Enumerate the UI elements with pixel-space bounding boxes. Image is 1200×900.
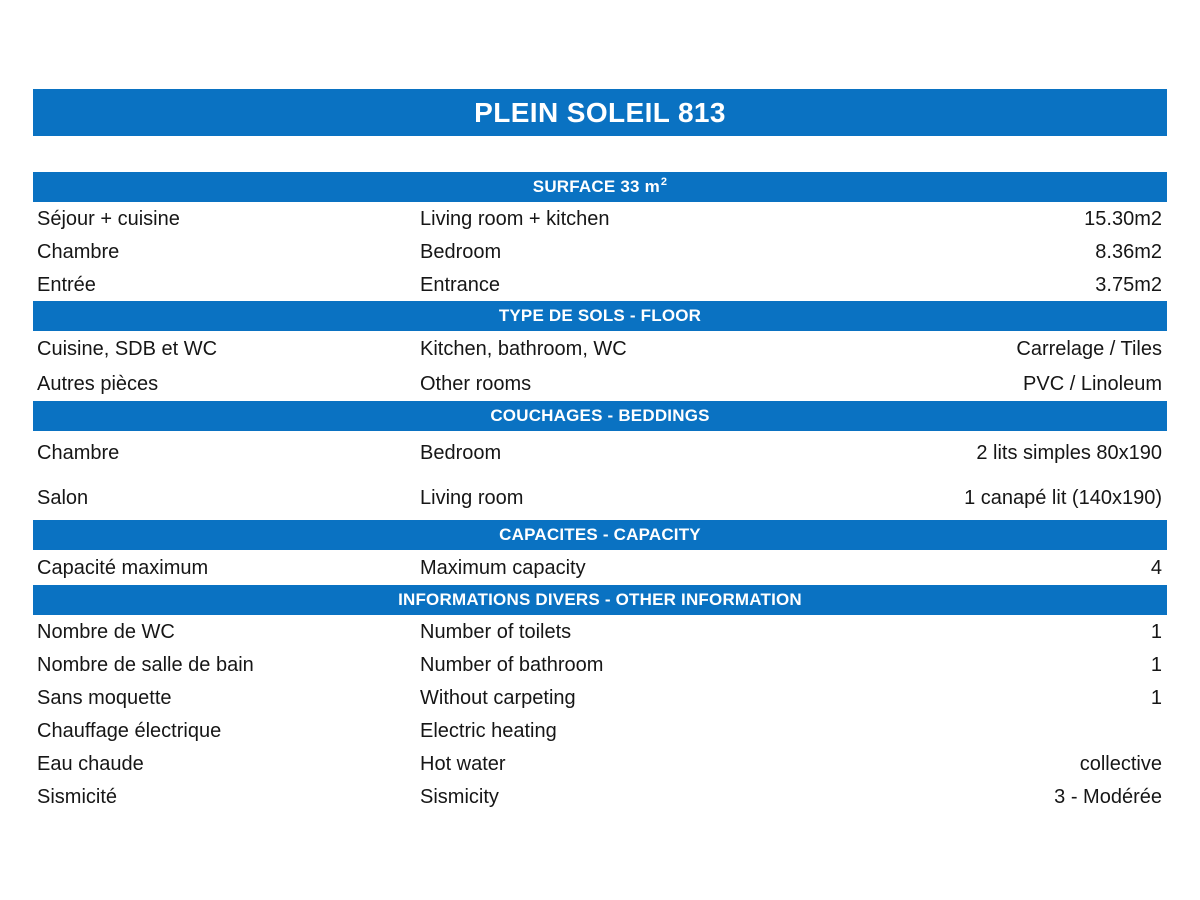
row-label-english: Electric heating <box>420 719 557 742</box>
property-title: PLEIN SOLEIL 813 <box>474 96 726 128</box>
property-title-bar: PLEIN SOLEIL 813 <box>33 89 1167 136</box>
row-value: 4 <box>1150 556 1162 579</box>
row-label-english: Hot water <box>420 752 506 775</box>
info-table: PLEIN SOLEIL 813 SURFACE 33 m2 Séjour + … <box>33 89 1167 813</box>
row-label-french: Autres pièces <box>37 372 159 395</box>
info-section: TYPE DE SOLS - FLOOR Cuisine, SDB et WC … <box>33 301 1167 401</box>
row-label-french: Sans moquette <box>37 686 172 709</box>
section-header-label: TYPE DE SOLS - FLOOR <box>498 306 702 325</box>
row-value: 1 <box>1150 620 1162 643</box>
section-header-label: INFORMATIONS DIVERS - OTHER INFORMATION <box>398 590 802 609</box>
row-label-french: Eau chaude <box>37 752 144 775</box>
table-row: Entrée Entrance 3.75m2 <box>33 268 1167 301</box>
row-label-french: Chambre <box>37 240 120 263</box>
row-label-french: Sismicité <box>37 785 118 808</box>
row-label-english: Entrance <box>420 273 501 296</box>
section-header-bar: CAPACITES - CAPACITY <box>33 520 1167 550</box>
section-header-bar: INFORMATIONS DIVERS - OTHER INFORMATION <box>33 585 1167 615</box>
row-label-french: Séjour + cuisine <box>37 207 180 230</box>
row-value: 1 <box>1150 686 1162 709</box>
table-row: Sans moquette Without carpeting 1 <box>33 681 1167 714</box>
row-label-english: Living room + kitchen <box>420 207 610 230</box>
table-row: Autres pièces Other rooms PVC / Linoleum <box>33 366 1167 401</box>
row-label-french: Cuisine, SDB et WC <box>37 337 218 360</box>
table-row: Séjour + cuisine Living room + kitchen 1… <box>33 202 1167 235</box>
row-value: 1 canapé lit (140x190) <box>964 486 1162 509</box>
table-row: Chambre Bedroom 8.36m2 <box>33 235 1167 268</box>
table-row: Nombre de WC Number of toilets 1 <box>33 615 1167 648</box>
table-row: Chambre Bedroom 2 lits simples 80x190 <box>33 431 1167 476</box>
table-row: Chauffage électrique Electric heating <box>33 714 1167 747</box>
row-value: collective <box>1079 752 1162 775</box>
row-label-english: Kitchen, bathroom, WC <box>420 337 627 360</box>
row-label-english: Living room <box>420 486 524 509</box>
row-label-english: Bedroom <box>420 442 502 465</box>
section-header-bar: COUCHAGES - BEDDINGS <box>33 401 1167 431</box>
row-value: 2 lits simples 80x190 <box>976 442 1162 465</box>
row-value: 15.30m2 <box>1084 207 1162 230</box>
table-row: Salon Living room 1 canapé lit (140x190) <box>33 476 1167 521</box>
row-label-english: Without carpeting <box>420 686 576 709</box>
row-value: Carrelage / Tiles <box>1016 337 1162 360</box>
section-header-label: COUCHAGES - BEDDINGS <box>490 406 710 425</box>
row-label-english: Bedroom <box>420 240 502 263</box>
row-value: 3 - Modérée <box>1054 785 1162 808</box>
row-label-french: Nombre de WC <box>37 620 175 643</box>
section-header-label: CAPACITES - CAPACITY <box>499 525 701 544</box>
info-section: COUCHAGES - BEDDINGS Chambre Bedroom 2 l… <box>33 401 1167 520</box>
row-label-french: Salon <box>37 486 89 509</box>
row-value: 1 <box>1150 653 1162 676</box>
info-section: INFORMATIONS DIVERS - OTHER INFORMATION … <box>33 585 1167 813</box>
row-value: PVC / Linoleum <box>1023 372 1162 395</box>
row-label-english: Number of bathroom <box>420 653 604 676</box>
row-label-english: Sismicity <box>420 785 499 808</box>
table-row: Nombre de salle de bain Number of bathro… <box>33 648 1167 681</box>
info-section: SURFACE 33 m2 Séjour + cuisine Living ro… <box>33 172 1167 301</box>
section-header-bar: SURFACE 33 m2 <box>33 172 1167 202</box>
row-label-french: Nombre de salle de bain <box>37 653 254 676</box>
row-label-english: Other rooms <box>420 372 532 395</box>
info-section: CAPACITES - CAPACITY Capacité maximum Ma… <box>33 520 1167 585</box>
row-label-french: Capacité maximum <box>37 556 209 579</box>
table-row: Cuisine, SDB et WC Kitchen, bathroom, WC… <box>33 331 1167 366</box>
row-label-english: Number of toilets <box>420 620 572 643</box>
table-row: Eau chaude Hot water collective <box>33 747 1167 780</box>
row-label-french: Chambre <box>37 442 120 465</box>
section-header-bar: TYPE DE SOLS - FLOOR <box>33 301 1167 331</box>
surface-unit-superscript: 2 <box>660 176 668 188</box>
row-value: 8.36m2 <box>1095 240 1162 263</box>
section-header-label: SURFACE 33 m2 <box>532 176 668 197</box>
table-row: Capacité maximum Maximum capacity 4 <box>33 550 1167 585</box>
row-label-english: Maximum capacity <box>420 556 586 579</box>
sections-container: SURFACE 33 m2 Séjour + cuisine Living ro… <box>33 172 1167 813</box>
row-value: 3.75m2 <box>1095 273 1162 296</box>
table-row: Sismicité Sismicity 3 - Modérée <box>33 780 1167 813</box>
row-label-french: Chauffage électrique <box>37 719 222 742</box>
row-label-french: Entrée <box>37 273 96 296</box>
